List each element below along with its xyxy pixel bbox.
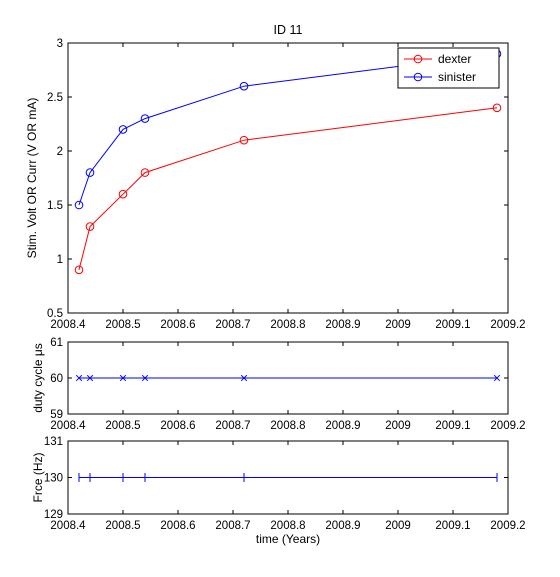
y-tick-label: 2 (57, 146, 63, 158)
data-point-dexter (140, 168, 150, 177)
y-tick-label: 59 (50, 409, 63, 421)
data-point-dexter (85, 222, 95, 231)
y-tick-label: 0.5 (47, 308, 63, 320)
series-line-sinister (78, 53, 498, 206)
x-tick-label: 2009.2 (490, 420, 525, 432)
data-point-x-marker (75, 374, 83, 382)
data-point-x-marker (119, 374, 127, 382)
x-axis-label: time (Years) (256, 532, 320, 546)
data-point-sinister (118, 125, 128, 134)
x-tick-label: 2008.6 (160, 319, 195, 331)
x-tick-label: 2009.1 (435, 520, 470, 532)
y-tick-label: 60 (50, 373, 63, 385)
x-tick-label: 2008.9 (325, 319, 360, 331)
x-tick-label: 2008.4 (50, 520, 86, 532)
plots-layer: 2008.4 2008.5 2008.6 2008.7 2008.8 2008.9 2009… (25, 23, 526, 546)
y-tick-label: 3 (57, 38, 63, 50)
legend-marker-sinister (413, 72, 423, 82)
data-point-x-marker (240, 374, 248, 382)
marker-stroke (75, 374, 83, 382)
x-tick-label: 2009.2 (490, 520, 525, 532)
plot-3: 2008.4 2008.5 2008.6 2008.7 2008.8 2008.9 2009… (31, 436, 526, 546)
x-tick-label: 2008.7 (215, 420, 250, 432)
x-tick-label: 2008.4 (50, 420, 86, 432)
y-axis-label: duty cycle μs (31, 343, 45, 413)
marker-stroke (119, 374, 127, 382)
y-axis-label: Stim. Volt OR Curr (V OR mA) (25, 98, 39, 259)
x-tick-label: 2009.2 (490, 319, 525, 331)
data-point-x-marker (86, 374, 94, 382)
y-tick-label: 1.5 (47, 200, 63, 212)
x-tick-label: 2009.1 (435, 420, 470, 432)
x-tick-label: 2008.8 (270, 319, 305, 331)
y-axis-label: Frce (Hz) (31, 453, 45, 503)
x-tick-label: 2008.9 (325, 520, 360, 532)
x-tick-label: 2008.8 (270, 420, 305, 432)
x-tick-label: 2008.6 (160, 520, 195, 532)
x-tick-label: 2008.5 (105, 420, 140, 432)
x-tick-label: 2008.8 (270, 520, 305, 532)
x-tick-label: 2008.7 (215, 520, 250, 532)
y-tick-label: 131 (44, 436, 63, 448)
plot-2: 2008.4 2008.5 2008.6 2008.7 2008.8 2008.9 2009… (31, 337, 526, 432)
y-tick-label: 129 (44, 509, 63, 521)
data-point-sinister (239, 81, 249, 91)
x-tick-label: 2009.1 (435, 319, 470, 331)
x-tick-label: 2008.5 (105, 319, 140, 331)
data-point-dexter (492, 103, 502, 113)
legend-marker-dexter (413, 54, 423, 64)
x-tick-label: 2009 (385, 520, 411, 532)
plot-1: 2008.4 2008.5 2008.6 2008.7 2008.8 2008.9 2009… (25, 23, 526, 331)
marker-stroke (493, 374, 501, 382)
y-tick-label: 61 (50, 337, 63, 349)
data-point-dexter (239, 135, 249, 145)
data-point-dexter (118, 189, 128, 199)
x-tick-label: 2008.5 (105, 520, 140, 532)
x-tick-label: 2009 (385, 420, 411, 432)
y-tick-label: 2.5 (47, 92, 63, 104)
data-point-x-marker (493, 374, 501, 382)
x-tick-label: 2008.7 (215, 319, 250, 331)
data-point-sinister (85, 168, 95, 177)
x-tick-label: 2008.9 (325, 420, 360, 432)
data-point-x-marker (141, 374, 149, 382)
data-point-sinister (140, 114, 150, 123)
legend-box (397, 47, 500, 89)
series-line-dexter (78, 107, 498, 270)
x-tick-label: 2008.4 (50, 319, 86, 331)
data-point-sinister (74, 200, 84, 210)
marker-stroke (240, 374, 248, 382)
y-tick-label: 1 (57, 254, 63, 266)
chart-title: ID 11 (274, 23, 303, 37)
legend-label-sinister: sinister (438, 70, 476, 84)
marker-stroke (86, 374, 94, 382)
x-tick-label: 2009 (385, 319, 411, 331)
x-tick-label: 2008.6 (160, 420, 195, 432)
y-tick-label: 130 (44, 473, 63, 485)
marker-stroke (141, 374, 149, 382)
legend-label-dexter: dexter (438, 52, 471, 66)
legend: dexter sinister (397, 47, 500, 89)
data-point-dexter (74, 265, 84, 275)
